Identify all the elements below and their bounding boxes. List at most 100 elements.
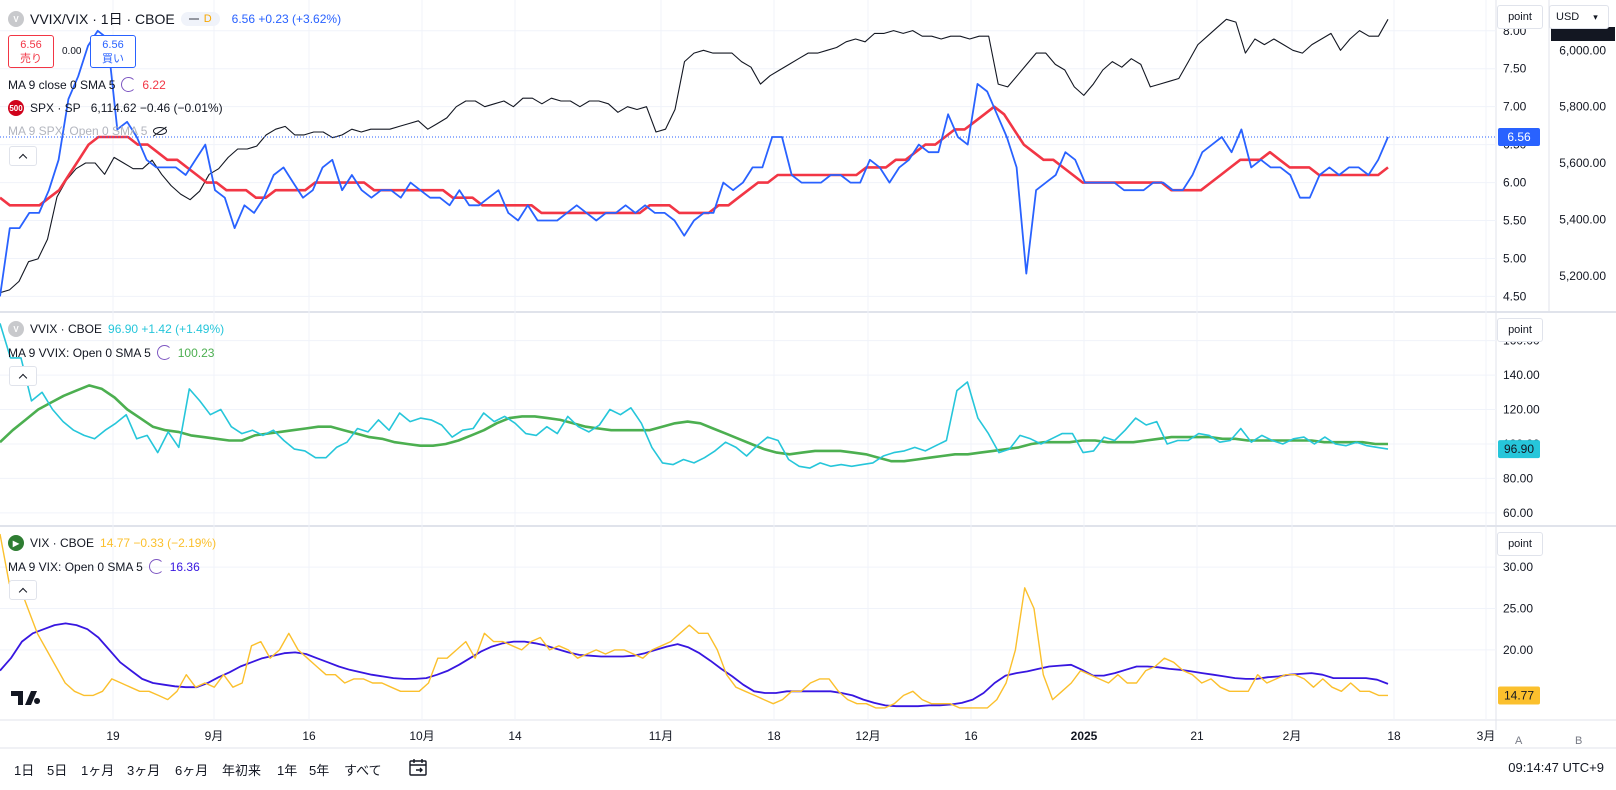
pane3-scale-mode-button[interactable]: point [1497, 532, 1543, 556]
hidden-eye-icon[interactable] [153, 127, 168, 135]
pane1-quote: 6.56 +0.23 (+3.62%) [231, 12, 342, 26]
ratio-symbol-icon: V [8, 11, 24, 27]
buy-price: 6.56 [102, 39, 124, 51]
vix-ma-line [0, 622, 1389, 708]
range-button[interactable]: 6ヶ月 [175, 763, 209, 778]
compare-symbol: SPX · SP [30, 101, 81, 115]
range-button[interactable]: 5日 [47, 763, 68, 778]
y-tick-label: 4.50 [1503, 289, 1527, 303]
y-tick-label: 7.00 [1503, 100, 1527, 114]
x-tick-label: 12月 [855, 729, 880, 743]
y-tick-label-right: 6,000.00 [1559, 43, 1606, 57]
x-tick-label: 16 [964, 729, 978, 743]
x-tick-label: 14 [508, 729, 522, 743]
vix-play-icon: ▶ [8, 535, 24, 551]
x-tick-label: 21 [1190, 729, 1204, 743]
pane1-legend: V VVIX/VIX · 1日 · CBOE D 6.56 +0.23 (+3.… [8, 9, 341, 29]
range-button[interactable]: 3ヶ月 [127, 763, 161, 778]
pane3-symbol[interactable]: VIX · CBOE [30, 536, 95, 550]
clock-timezone[interactable]: 09:14:47 UTC+9 [1508, 760, 1604, 775]
ratio-price-tag-bg [1498, 128, 1540, 147]
pane1-ma2-legend[interactable]: MA 9 SPX: Open 0 SMA 5 [8, 124, 168, 138]
pane3-quote: 14.77 −0.33 (−2.19%) [100, 536, 217, 550]
vvix-line [0, 323, 1389, 469]
y-tick-label-right: 5,600.00 [1559, 156, 1606, 170]
pane1-collapse-button[interactable] [9, 146, 37, 166]
y-tick-label: 80.00 [1503, 471, 1533, 485]
y-tick-label: 7.50 [1503, 62, 1527, 76]
ma2-label: MA 9 SPX: Open 0 SMA 5 [8, 124, 148, 138]
refresh-icon[interactable] [156, 345, 172, 360]
x-tick-label: 10月 [409, 729, 434, 743]
ma-label: MA 9 close 0 SMA 5 [8, 77, 116, 92]
pane2-ma-legend[interactable]: MA 9 VVIX: Open 0 SMA 5 100.23 [8, 345, 214, 360]
x-tick-label: 11月 [649, 729, 673, 743]
range-button[interactable]: 年初来 [222, 763, 262, 778]
x-tick-label: 18 [1387, 729, 1401, 743]
x-tick-label: 3月 [1477, 729, 1496, 743]
pane2-collapse-button[interactable] [9, 366, 37, 386]
vvix-symbol-icon: V [8, 321, 24, 337]
chevron-up-icon [18, 153, 28, 162]
price-axis-area [1496, 0, 1616, 730]
y-tick-label-right: 5,200.00 [1559, 269, 1606, 283]
range-button[interactable]: すべて [344, 763, 382, 778]
buy-button[interactable]: 6.56 買い [90, 35, 136, 68]
sell-button[interactable]: 6.56 売り [8, 35, 54, 68]
spread-value: 0.00 [62, 46, 82, 57]
vvix-ma-line [0, 384, 1388, 463]
ma-value: 6.22 [142, 77, 166, 92]
y-tick-label: 5.50 [1503, 214, 1527, 228]
x-tick-label: 18 [767, 729, 781, 743]
spx-badge-icon: 500 [8, 100, 24, 116]
vix-price-tag-bg [1498, 686, 1540, 705]
ratio-price-tag: 6.56 [1507, 130, 1531, 144]
interval-badge[interactable]: D [180, 12, 220, 26]
pane3-ma-legend[interactable]: MA 9 VIX: Open 0 SMA 5 16.36 [8, 559, 200, 574]
y-tick-label: 6.00 [1503, 176, 1527, 190]
pane1-scale-mode-button[interactable]: point [1497, 5, 1543, 29]
pane2-ma-value: 100.23 [177, 345, 215, 360]
range-button[interactable]: 5年 [309, 763, 330, 778]
vvix-price-tag-bg [1498, 440, 1540, 459]
refresh-icon[interactable] [121, 77, 137, 92]
interval-label: D [203, 13, 212, 25]
calendar-goto-icon[interactable] [408, 757, 428, 777]
ratio-line [0, 29, 1389, 297]
pane1-symbol[interactable]: VVIX/VIX · 1日 · CBOE [30, 11, 175, 27]
chevron-up-icon [18, 373, 28, 382]
range-button[interactable]: 1年 [277, 763, 298, 778]
sell-label: 売り [20, 53, 42, 65]
pane1-ma-legend[interactable]: MA 9 close 0 SMA 5 6.22 [8, 77, 166, 92]
pane3-collapse-button[interactable] [9, 580, 37, 600]
y-tick-label: 30.00 [1503, 560, 1533, 574]
vvix-price-tag: 96.90 [1504, 442, 1534, 456]
pane2-scale-mode-button[interactable]: point [1497, 318, 1543, 342]
vix-line [0, 533, 1388, 709]
currency-label: USD [1556, 11, 1580, 23]
compare-quote: 6,114.62 −0.46 (−0.01%) [90, 101, 223, 115]
refresh-icon[interactable] [148, 559, 164, 574]
y-tick-label: 120.00 [1503, 403, 1540, 417]
y-tick-label-right: 5,400.00 [1559, 212, 1606, 226]
range-button[interactable]: 1日 [14, 763, 35, 778]
pane3-ma-label: MA 9 VIX: Open 0 SMA 5 [8, 559, 143, 574]
compare-legend[interactable]: 500 SPX · SP 6,114.62 −0.46 (−0.01%) [8, 100, 223, 116]
pane2-ma-label: MA 9 VVIX: Open 0 SMA 5 [8, 345, 151, 360]
y-tick-label: 140.00 [1503, 368, 1540, 382]
pane2-symbol[interactable]: VVIX · CBOE [30, 322, 103, 336]
axis-a-toggle[interactable]: A [1515, 735, 1523, 747]
currency-select[interactable]: USD ▾ [1549, 5, 1609, 29]
pane3-ma-value: 16.36 [169, 559, 200, 574]
y-tick-label: 25.00 [1503, 602, 1533, 616]
y-tick-label: 20.00 [1503, 643, 1533, 657]
range-button[interactable]: 1ヶ月 [81, 763, 115, 778]
spx-price-tag [1551, 27, 1615, 41]
chevron-down-icon: ▾ [1593, 11, 1598, 22]
vix-price-tag: 14.77 [1504, 688, 1534, 702]
y-tick-label-right: 5,800.00 [1559, 100, 1606, 114]
tradingview-logo[interactable] [11, 689, 43, 707]
axis-b-toggle[interactable]: B [1575, 735, 1583, 747]
x-tick-label: 19 [106, 729, 120, 743]
